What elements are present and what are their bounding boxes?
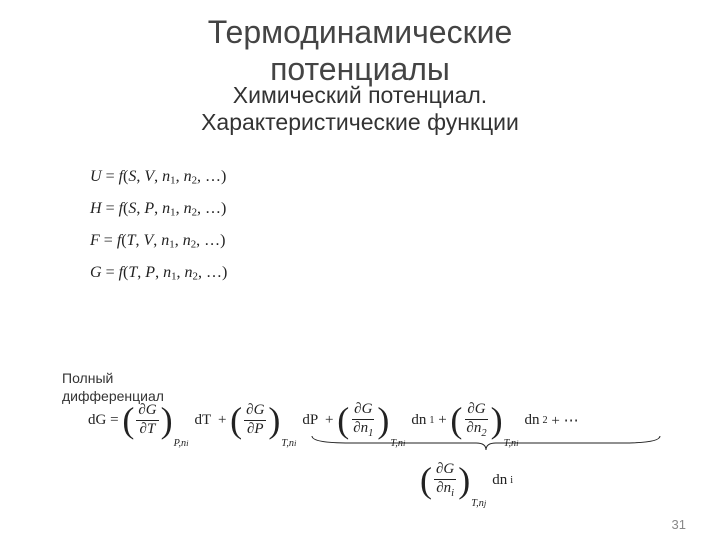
eq-F: F = f(T, V, n1, n2, …) (90, 225, 720, 257)
slide-subtitle: Химический потенциал. Характеристические… (0, 82, 720, 137)
full-differential-label: Полный дифференциал (62, 370, 164, 405)
diff-label-line1: Полный (62, 370, 113, 386)
eq-H: H = f(S, P, n1, n2, …) (90, 193, 720, 225)
page-number: 31 (672, 517, 686, 532)
eq-U: U = f(S, V, n1, n2, …) (90, 161, 720, 193)
summation-term: ∂G∂niT,nj dni (420, 462, 513, 499)
subtitle-line2: Характеристические функции (201, 109, 519, 135)
underbrace (310, 434, 662, 457)
eq-G: G = f(T, P, n1, n2, …) (90, 257, 720, 289)
slide-title: Термодинамические потенциалы (0, 14, 720, 88)
subtitle-line1: Химический потенциал. (233, 82, 487, 108)
characteristic-functions: U = f(S, V, n1, n2, …) H = f(S, P, n1, n… (90, 161, 720, 289)
brace-icon (310, 434, 662, 452)
title-line1: Термодинамические (208, 14, 512, 50)
